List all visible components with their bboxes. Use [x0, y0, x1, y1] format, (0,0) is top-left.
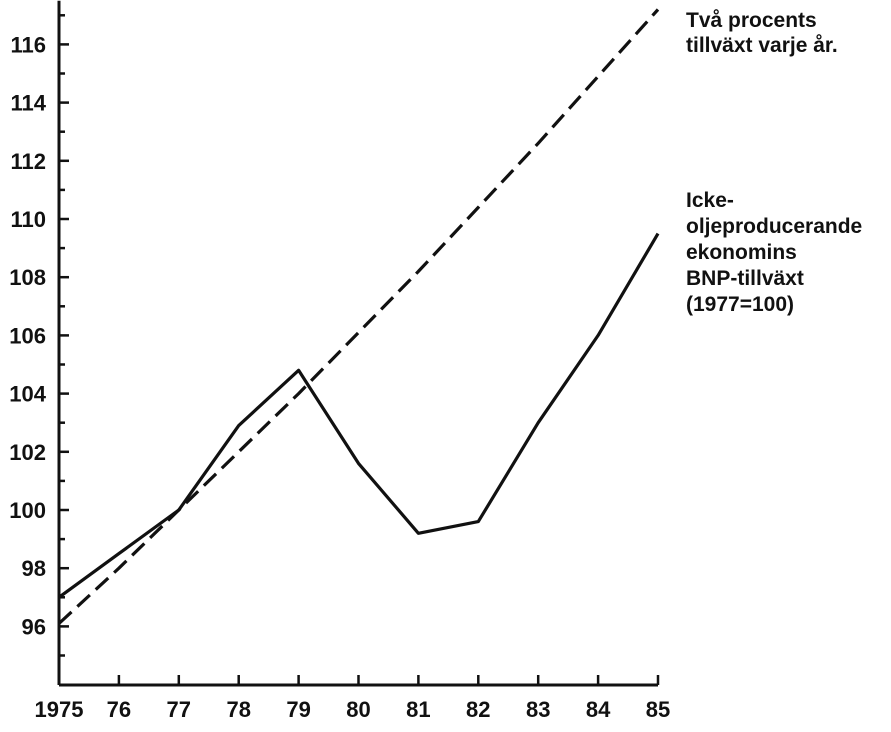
y-tick-label: 114: [11, 91, 47, 116]
solid-series-label-line-2: oljeproducerande: [686, 215, 862, 238]
y-tick-label: 98: [22, 556, 46, 581]
x-tick-label: 76: [107, 697, 131, 722]
x-tick-label: 80: [346, 697, 370, 722]
x-tick-label: 81: [406, 697, 430, 722]
y-tick-label: 110: [11, 207, 47, 232]
dashed-series-label-line-1: Två procents: [686, 9, 817, 32]
x-tick-label: 83: [526, 697, 550, 722]
solid-series-label-line-4: BNP-tillväxt: [686, 267, 804, 290]
x-tick-label: 1975: [35, 697, 84, 722]
y-tick-label: 96: [22, 614, 46, 639]
y-tick-label: 104: [9, 382, 46, 407]
x-tick-label: 78: [226, 697, 250, 722]
x-tick-label: 85: [646, 697, 670, 722]
solid-series-label-line-5: (1977=100): [686, 293, 794, 316]
x-tick-label: 82: [466, 697, 490, 722]
y-tick-label: 102: [9, 440, 46, 465]
series-layer: [57, 8, 660, 625]
x-tick-label: 77: [167, 697, 191, 722]
chart-axes: [57, 0, 658, 687]
y-tick-label: 100: [9, 498, 46, 523]
x-tick-label: 79: [286, 697, 310, 722]
x-axis-ticks: 1975 76 77 78 79 80 81 82 83 84 85: [35, 675, 670, 722]
gdp-growth-line: [58, 232, 660, 599]
y-axis-ticks: 96 98 100 102 104 106 108 110 112 114 116: [9, 14, 69, 657]
y-tick-label: 112: [11, 149, 47, 174]
dashed-series-label-line-2: tillväxt varje år.: [686, 34, 838, 57]
y-tick-label: 106: [9, 323, 46, 348]
y-tick-label: 116: [11, 32, 47, 57]
solid-series-label-line-1: Icke-: [686, 189, 734, 212]
x-tick-label: 84: [586, 697, 611, 722]
solid-series-label-line-3: ekonomins: [686, 241, 797, 264]
two-percent-growth-line: [57, 8, 660, 625]
y-tick-label: 108: [9, 265, 46, 290]
